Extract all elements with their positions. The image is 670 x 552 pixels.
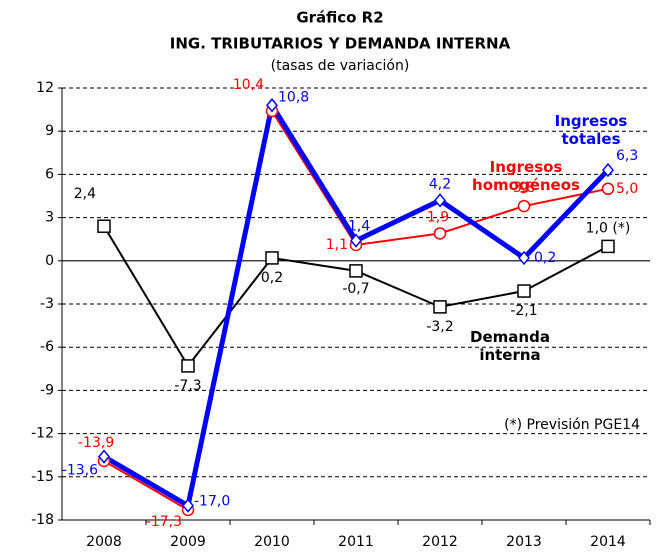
marker	[266, 98, 278, 113]
y-tick-label: -15	[31, 469, 54, 485]
marker	[349, 264, 363, 278]
legend-entry: Demanda interna	[470, 328, 550, 364]
y-tick-label: 3	[45, 210, 54, 226]
x-tick-label: 2009	[170, 534, 206, 550]
data-label: 1,4	[348, 219, 370, 235]
data-label: -17,3	[146, 514, 182, 530]
y-tick-label: -9	[40, 382, 54, 398]
y-tick-label: 12	[36, 80, 54, 96]
y-tick-label: 0	[45, 253, 54, 269]
marker	[433, 227, 447, 240]
data-label: 10,8	[278, 89, 309, 105]
marker	[518, 250, 530, 266]
x-tick-label: 2010	[254, 534, 290, 550]
data-label: -13,6	[62, 463, 98, 479]
chart-subtitle: ING. TRIBUTARIOS Y DEMANDA INTERNA	[170, 35, 511, 53]
marker	[601, 182, 615, 196]
marker	[434, 193, 446, 208]
marker	[433, 300, 447, 314]
marker	[350, 233, 362, 248]
y-tick-label: 6	[45, 166, 54, 182]
data-label: 1,1	[326, 237, 348, 253]
x-tick-label: 2008	[86, 534, 122, 550]
data-label: 1,0 (*)	[586, 220, 631, 236]
data-label: 5,0	[616, 181, 638, 197]
data-label: 2,4	[74, 186, 96, 202]
chart-title: Gráfico R2	[296, 9, 383, 27]
x-tick-label: 2014	[590, 534, 626, 550]
data-label: -13,9	[78, 435, 114, 451]
data-label: 0,2	[534, 250, 556, 266]
marker	[97, 219, 111, 233]
data-label: 3,8	[513, 180, 535, 196]
y-tick-label: -6	[40, 339, 54, 355]
y-tick-label: 9	[45, 123, 54, 139]
y-tick-label: -3	[40, 296, 54, 312]
x-tick-label: 2013	[506, 534, 542, 550]
data-label: -7,3	[174, 378, 201, 394]
data-label: -2,1	[510, 303, 537, 319]
marker	[601, 239, 615, 254]
annotation: (*) Previsión PGE14	[504, 417, 640, 433]
y-tick-label: -18	[31, 512, 54, 528]
data-label: -17,0	[194, 494, 230, 510]
marker	[602, 162, 614, 178]
legend-entry: Ingresos totales	[554, 112, 628, 148]
data-label: 1,9	[427, 209, 449, 225]
data-label: 10,4	[233, 77, 264, 93]
x-tick-label: 2012	[422, 534, 458, 550]
marker	[517, 284, 531, 298]
marker	[517, 199, 531, 213]
data-label: 4,2	[429, 176, 451, 192]
chart-note: (tasas de variación)	[271, 58, 410, 74]
data-label: 6,3	[616, 148, 638, 164]
data-label: 0,2	[261, 270, 283, 286]
marker	[265, 251, 279, 265]
marker	[98, 449, 110, 464]
legend-entry: Ingresos homogéneos	[472, 158, 580, 194]
data-label: -3,2	[426, 319, 453, 335]
marker	[181, 359, 195, 373]
marker	[182, 498, 194, 513]
y-tick-label: -12	[31, 426, 54, 442]
x-tick-label: 2011	[338, 534, 374, 550]
data-label: -0,7	[342, 281, 369, 297]
